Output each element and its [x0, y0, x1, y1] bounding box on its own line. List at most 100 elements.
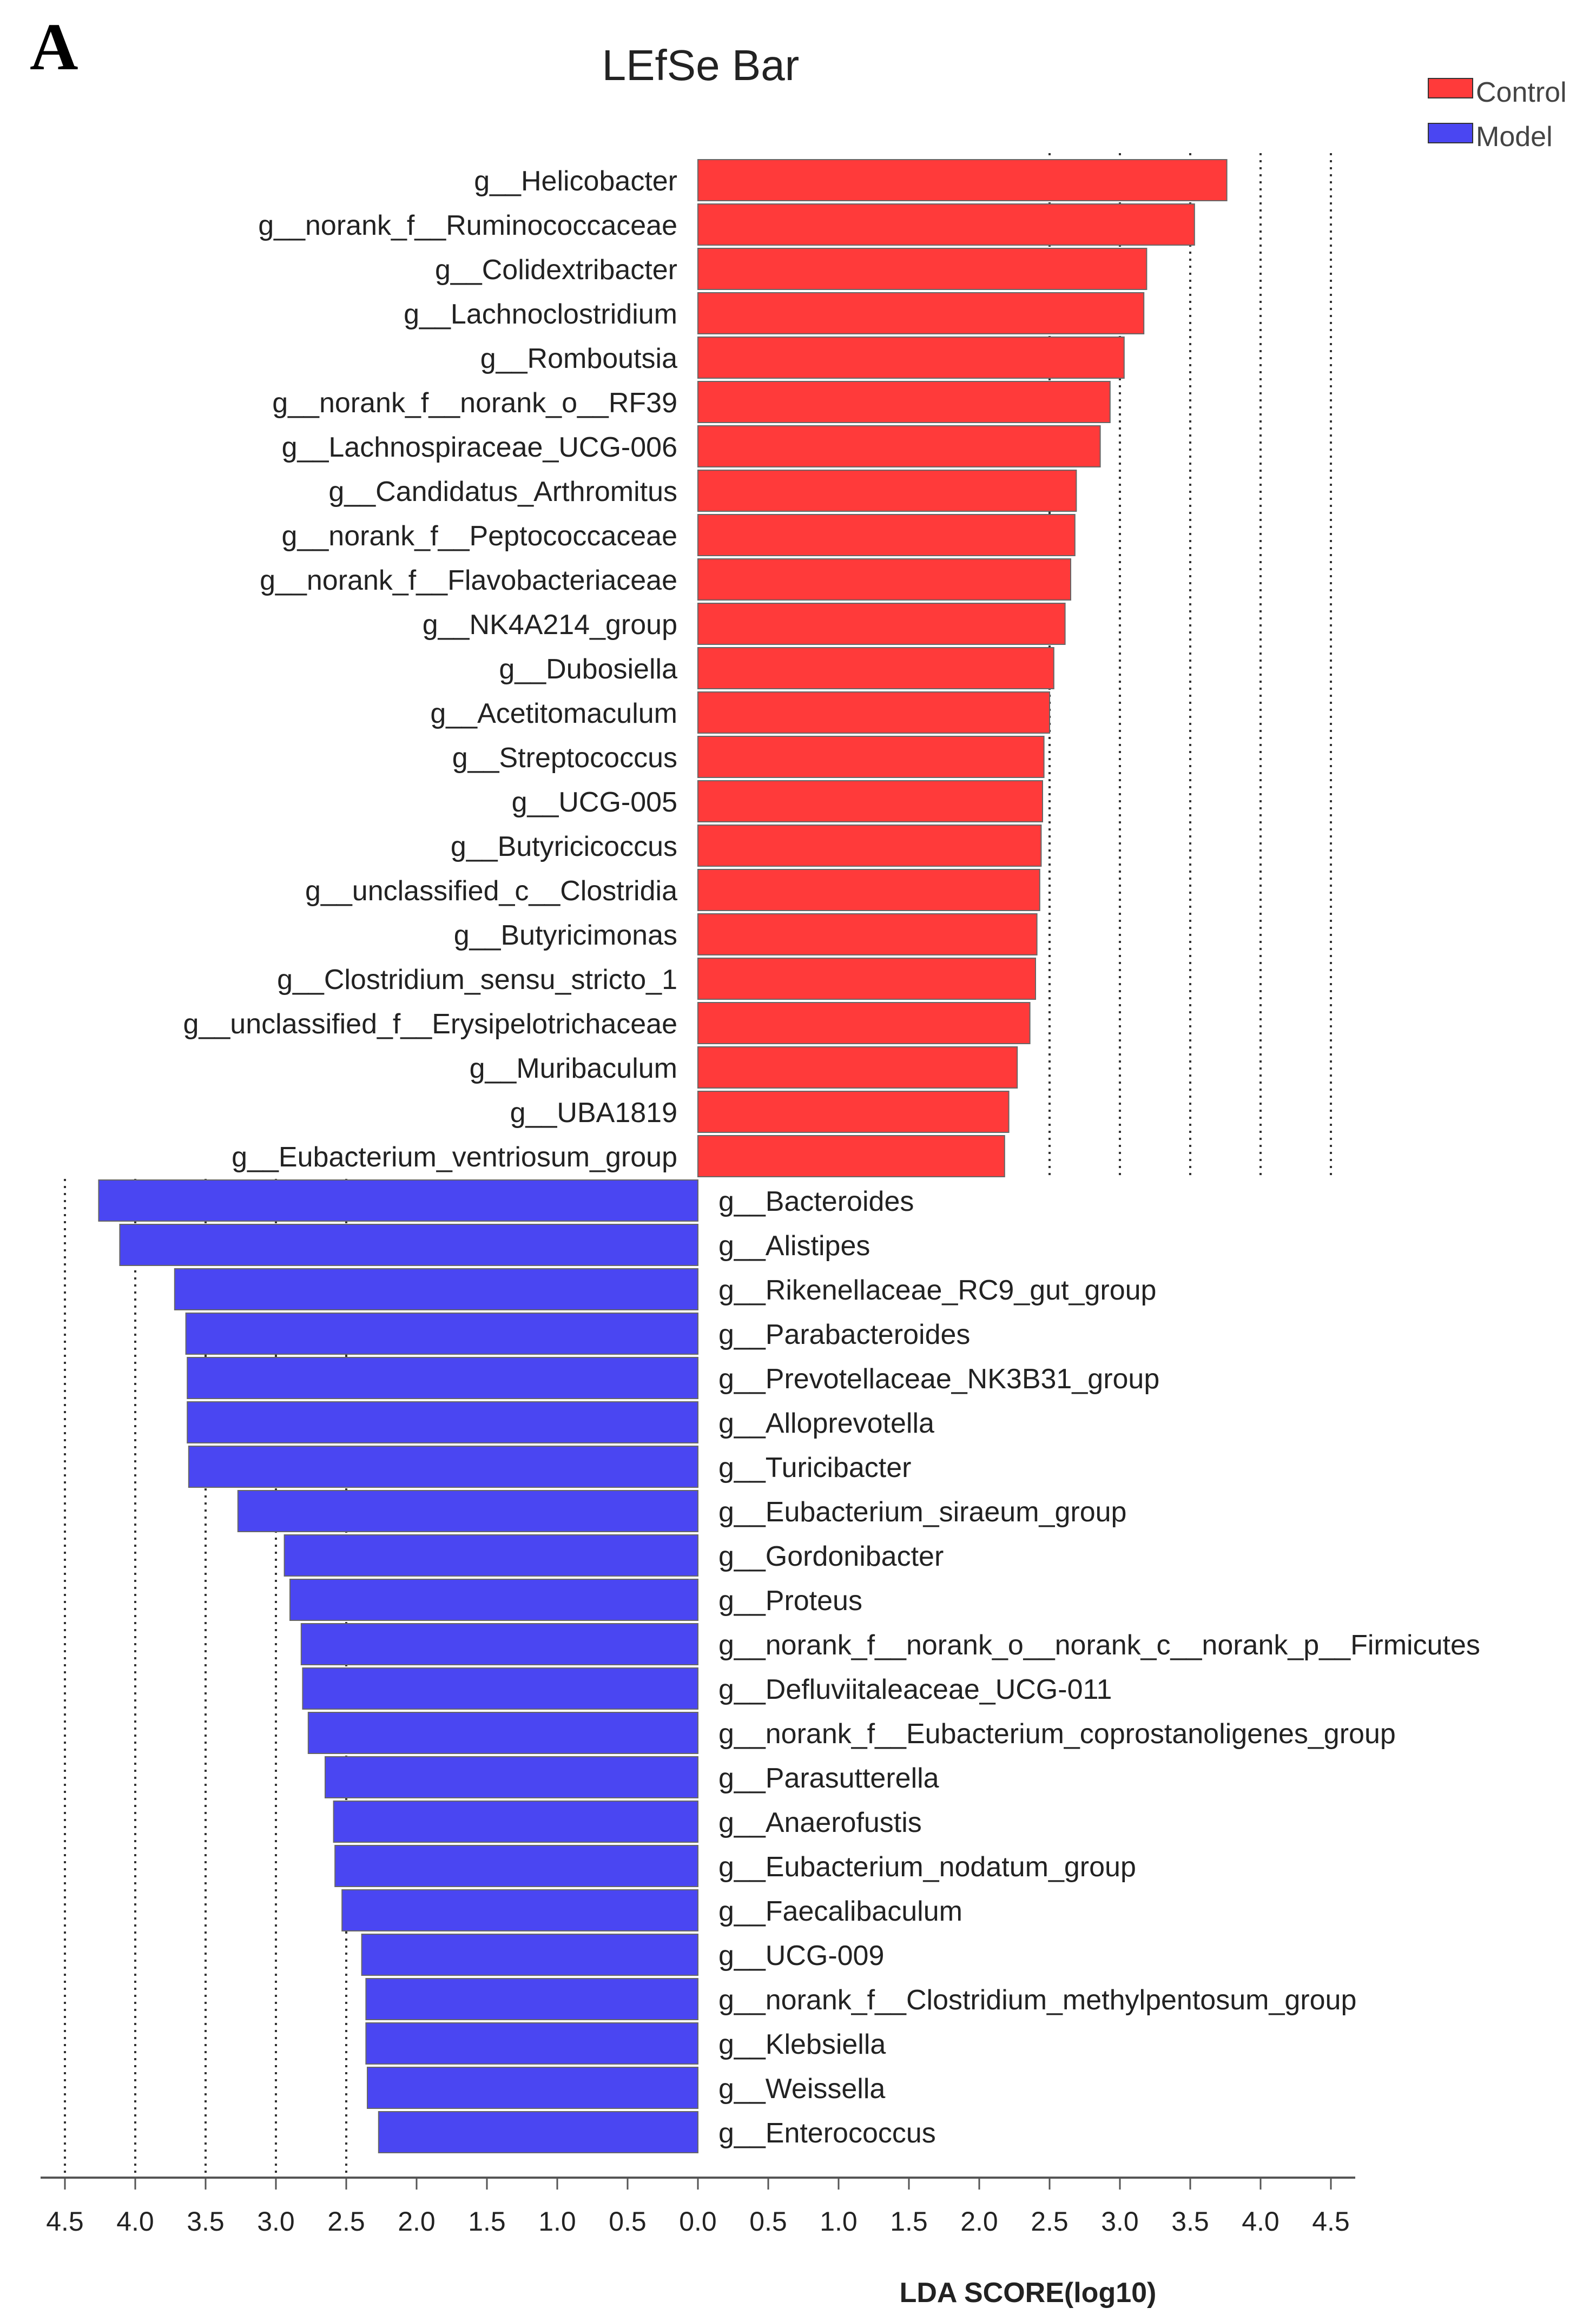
x-tick-label: 1.5 — [468, 2206, 506, 2237]
category-label-model: g__Prevotellaceae_NK3B31_group — [718, 1363, 1159, 1395]
category-label-control: g__UCG-005 — [512, 787, 677, 818]
legend-label-model: Model — [1476, 121, 1553, 153]
category-label-control: g__norank_f__Peptococcaceae — [282, 520, 677, 552]
bars — [98, 159, 1228, 2153]
x-tick-label: 4.0 — [116, 2206, 154, 2237]
category-label-control: g__unclassified_c__Clostridia — [305, 875, 677, 907]
category-label-control: g__Colidextribacter — [435, 254, 677, 286]
category-label-model: g__Weissella — [718, 2073, 885, 2105]
category-label-control: g__NK4A214_group — [423, 609, 677, 641]
x-axis-title: LDA SCORE(log10) — [900, 2277, 1157, 2309]
category-label-model: g__Eubacterium_nodatum_group — [718, 1851, 1136, 1883]
bar-model — [185, 1313, 699, 1355]
bar-model — [333, 1801, 698, 1843]
bar-model — [289, 1579, 698, 1621]
x-tick-label: 4.5 — [46, 2206, 84, 2237]
category-label-model: g__Rikenellaceae_RC9_gut_group — [718, 1275, 1156, 1306]
category-label-control: g__norank_f__Ruminococcaceae — [258, 210, 677, 241]
category-labels: g__Helicobacter g__norank_f__Ruminococcac… — [183, 166, 1480, 2149]
category-label-model: g__Gordonibacter — [718, 1541, 944, 1572]
bar-model — [98, 1179, 698, 1222]
category-label-control: g__Lachnospiraceae_UCG-006 — [282, 432, 677, 463]
category-label-control: g__Streptococcus — [452, 742, 677, 774]
category-label-model: g__Klebsiella — [718, 2029, 886, 2060]
bar-control — [697, 825, 1042, 867]
bar-model — [119, 1224, 698, 1266]
bar-model — [187, 1401, 698, 1443]
category-label-model: g__Turicibacter — [718, 1452, 911, 1483]
bar-model — [365, 1978, 698, 2020]
category-label-model: g__norank_f__Clostridium_methylpentosum_… — [718, 1984, 1356, 2016]
bar-control — [697, 780, 1043, 822]
x-tick-label: 2.0 — [960, 2206, 998, 2237]
bar-model — [300, 1623, 698, 1665]
x-tick-label: 4.5 — [1312, 2206, 1350, 2237]
category-label-control: g__Romboutsia — [480, 343, 677, 374]
category-label-model: g__Parabacteroides — [718, 1319, 970, 1350]
category-label-control: g__Eubacterium_ventriosum_group — [232, 1142, 677, 1173]
x-tick-label: 3.0 — [1101, 2206, 1139, 2237]
x-tick-label: 3.5 — [1171, 2206, 1209, 2237]
category-label-control: g__norank_f__Flavobacteriaceae — [260, 565, 677, 596]
bar-control — [697, 470, 1077, 512]
bar-control — [697, 381, 1111, 423]
category-label-control: g__norank_f__norank_o__RF39 — [272, 387, 677, 419]
category-label-control: g__Dubosiella — [499, 654, 677, 685]
bar-model — [302, 1667, 698, 1710]
category-label-model: g__Faecalibaculum — [718, 1896, 962, 1927]
x-tick-label: 2.5 — [327, 2206, 365, 2237]
bar-control — [697, 425, 1101, 467]
bar-control — [697, 1046, 1018, 1089]
category-label-control: g__Acetitomaculum — [430, 698, 677, 729]
category-label-model: g__Defluviitaleaceae_UCG-011 — [718, 1674, 1112, 1705]
category-label-model: g__Anaerofustis — [718, 1807, 922, 1838]
bar-control — [697, 514, 1076, 556]
x-tick-label: 2.0 — [398, 2206, 436, 2237]
x-axis-ticks: 4.5 4.0 3.5 3.0 2.5 2.0 1.5 1.0 0.5 0.0 0.5 1.0 1.5 2… — [46, 2178, 1350, 2237]
bar-control — [697, 558, 1071, 601]
bar-model — [188, 1446, 698, 1488]
category-label-control: g__Butyricicoccus — [451, 831, 677, 862]
bar-control — [697, 248, 1147, 290]
category-label-control: g__unclassified_f__Erysipelotrichaceae — [183, 1008, 677, 1040]
category-label-model: g__Proteus — [718, 1585, 862, 1617]
category-label-control: g__Clostridium_sensu_stricto_1 — [277, 964, 677, 995]
bar-control — [697, 292, 1145, 334]
bar-control — [697, 203, 1195, 246]
bar-model — [378, 2111, 698, 2153]
category-label-model: g__Enterococcus — [718, 2118, 936, 2149]
bar-model — [365, 2022, 698, 2065]
bar-model — [187, 1357, 698, 1399]
category-label-control: g__Candidatus_Arthromitus — [328, 476, 677, 507]
bar-control — [697, 337, 1125, 379]
legend-label-control: Control — [1476, 77, 1567, 108]
bar-model — [361, 1934, 698, 1976]
x-tick-label: 3.0 — [257, 2206, 295, 2237]
bar-control — [697, 603, 1066, 645]
bar-model — [325, 1756, 698, 1798]
category-label-model: g__Parasutterella — [718, 1763, 939, 1794]
bar-control — [697, 913, 1038, 955]
category-label-model: g__norank_f__norank_o__norank_c__norank_… — [718, 1630, 1480, 1661]
bar-control — [697, 1135, 1005, 1177]
category-label-model: g__Eubacterium_siraeum_group — [718, 1496, 1126, 1528]
category-label-model: g__norank_f__Eubacterium_coprostanoligen… — [718, 1718, 1396, 1750]
bar-control — [697, 647, 1054, 689]
x-tick-label: 1.5 — [890, 2206, 928, 2237]
category-label-model: g__Alistipes — [718, 1230, 870, 1262]
x-tick-label: 1.0 — [538, 2206, 576, 2237]
category-label-model: g__Bacteroides — [718, 1186, 914, 1217]
bar-model — [307, 1712, 698, 1754]
category-label-control: g__UBA1819 — [510, 1097, 677, 1129]
legend-swatch-control — [1428, 78, 1473, 98]
bar-control — [697, 1002, 1031, 1044]
legend: Control Model — [1428, 77, 1567, 153]
bar-control — [697, 691, 1050, 734]
bar-model — [174, 1268, 698, 1310]
category-label-control: g__Butyricimonas — [454, 920, 677, 951]
bar-control — [697, 958, 1036, 1000]
bar-control — [697, 869, 1040, 911]
x-tick-label: 4.0 — [1242, 2206, 1280, 2237]
bar-model — [341, 1889, 698, 1931]
